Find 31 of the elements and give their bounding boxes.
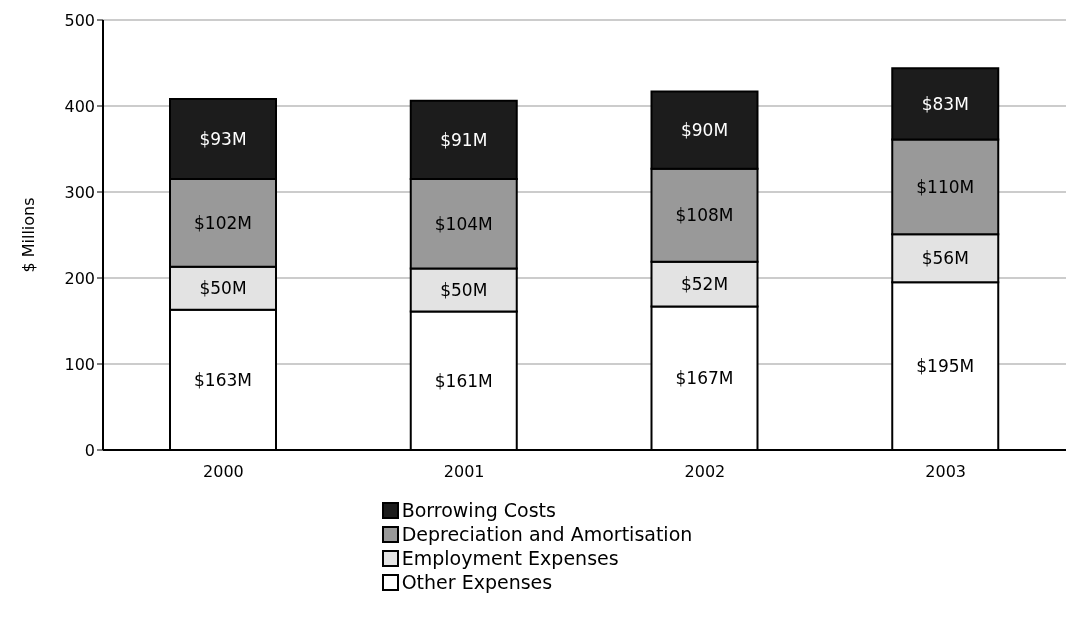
y-axis-title: $ Millions	[18, 197, 38, 273]
data-label: $110M	[916, 176, 975, 197]
y-tick-label: 500	[64, 10, 95, 30]
data-label: $91M	[440, 129, 488, 150]
x-tick-label: 2003	[925, 462, 966, 482]
data-label: $161M	[434, 370, 493, 391]
data-label: $104M	[434, 213, 493, 234]
data-label: $102M	[194, 212, 252, 233]
data-label: $195M	[916, 356, 975, 377]
legend-label: Depreciation and Amortisation	[401, 523, 693, 545]
data-label: $167M	[675, 368, 734, 389]
data-label: $52M	[680, 274, 729, 295]
x-tick-label: 2002	[684, 462, 726, 482]
y-tick-label: 300	[64, 182, 95, 202]
data-label: $50M	[199, 278, 247, 299]
data-label: $56M	[921, 248, 969, 269]
data-label: $93M	[199, 129, 247, 150]
legend-label: Other Expenses	[401, 571, 553, 593]
data-label: $163M	[194, 369, 252, 390]
legend-label: Borrowing Costs	[401, 499, 556, 521]
y-tick-label: 200	[64, 268, 95, 288]
data-label: $90M	[680, 120, 729, 141]
data-label: $50M	[440, 280, 488, 301]
x-tick-label: 2001	[443, 462, 485, 482]
y-tick-label: 100	[64, 354, 95, 374]
x-tick-label: 2000	[203, 462, 244, 482]
legend-label: Employment Expenses	[401, 547, 619, 569]
y-tick-label: 0	[84, 440, 95, 460]
data-label: $108M	[675, 205, 734, 226]
data-label: $83M	[921, 93, 969, 114]
y-tick-label: 400	[64, 96, 95, 116]
